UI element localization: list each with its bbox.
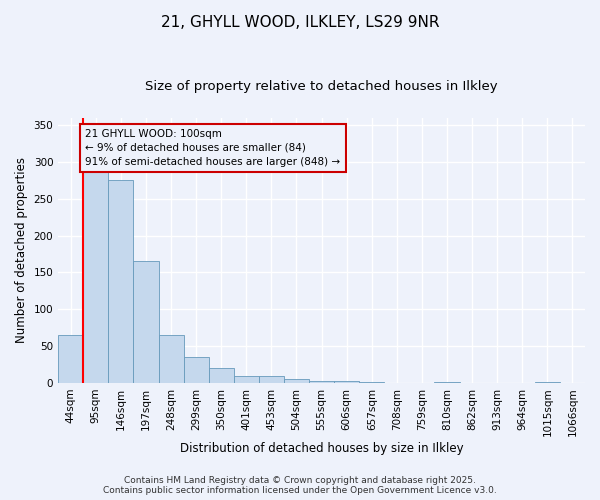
Bar [284,378,309,383]
Bar [234,376,259,383]
Bar [109,180,133,383]
Bar [184,357,209,383]
Bar [133,262,158,383]
Text: 21, GHYLL WOOD, ILKLEY, LS29 9NR: 21, GHYLL WOOD, ILKLEY, LS29 9NR [161,15,439,30]
Bar [209,368,234,383]
Bar [334,382,359,383]
Bar [83,170,109,383]
Bar [58,335,83,383]
Bar [259,376,284,383]
Title: Size of property relative to detached houses in Ilkley: Size of property relative to detached ho… [145,80,498,93]
Text: 21 GHYLL WOOD: 100sqm
← 9% of detached houses are smaller (84)
91% of semi-detac: 21 GHYLL WOOD: 100sqm ← 9% of detached h… [85,129,340,167]
X-axis label: Distribution of detached houses by size in Ilkley: Distribution of detached houses by size … [180,442,463,455]
Text: Contains HM Land Registry data © Crown copyright and database right 2025.
Contai: Contains HM Land Registry data © Crown c… [103,476,497,495]
Bar [535,382,560,383]
Y-axis label: Number of detached properties: Number of detached properties [15,158,28,344]
Bar [309,380,334,383]
Bar [359,382,385,383]
Bar [158,335,184,383]
Bar [434,382,460,383]
